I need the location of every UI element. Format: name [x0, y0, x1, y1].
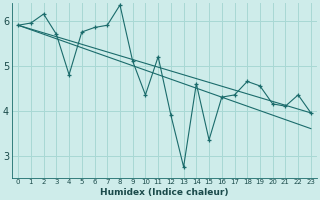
X-axis label: Humidex (Indice chaleur): Humidex (Indice chaleur): [100, 188, 229, 197]
